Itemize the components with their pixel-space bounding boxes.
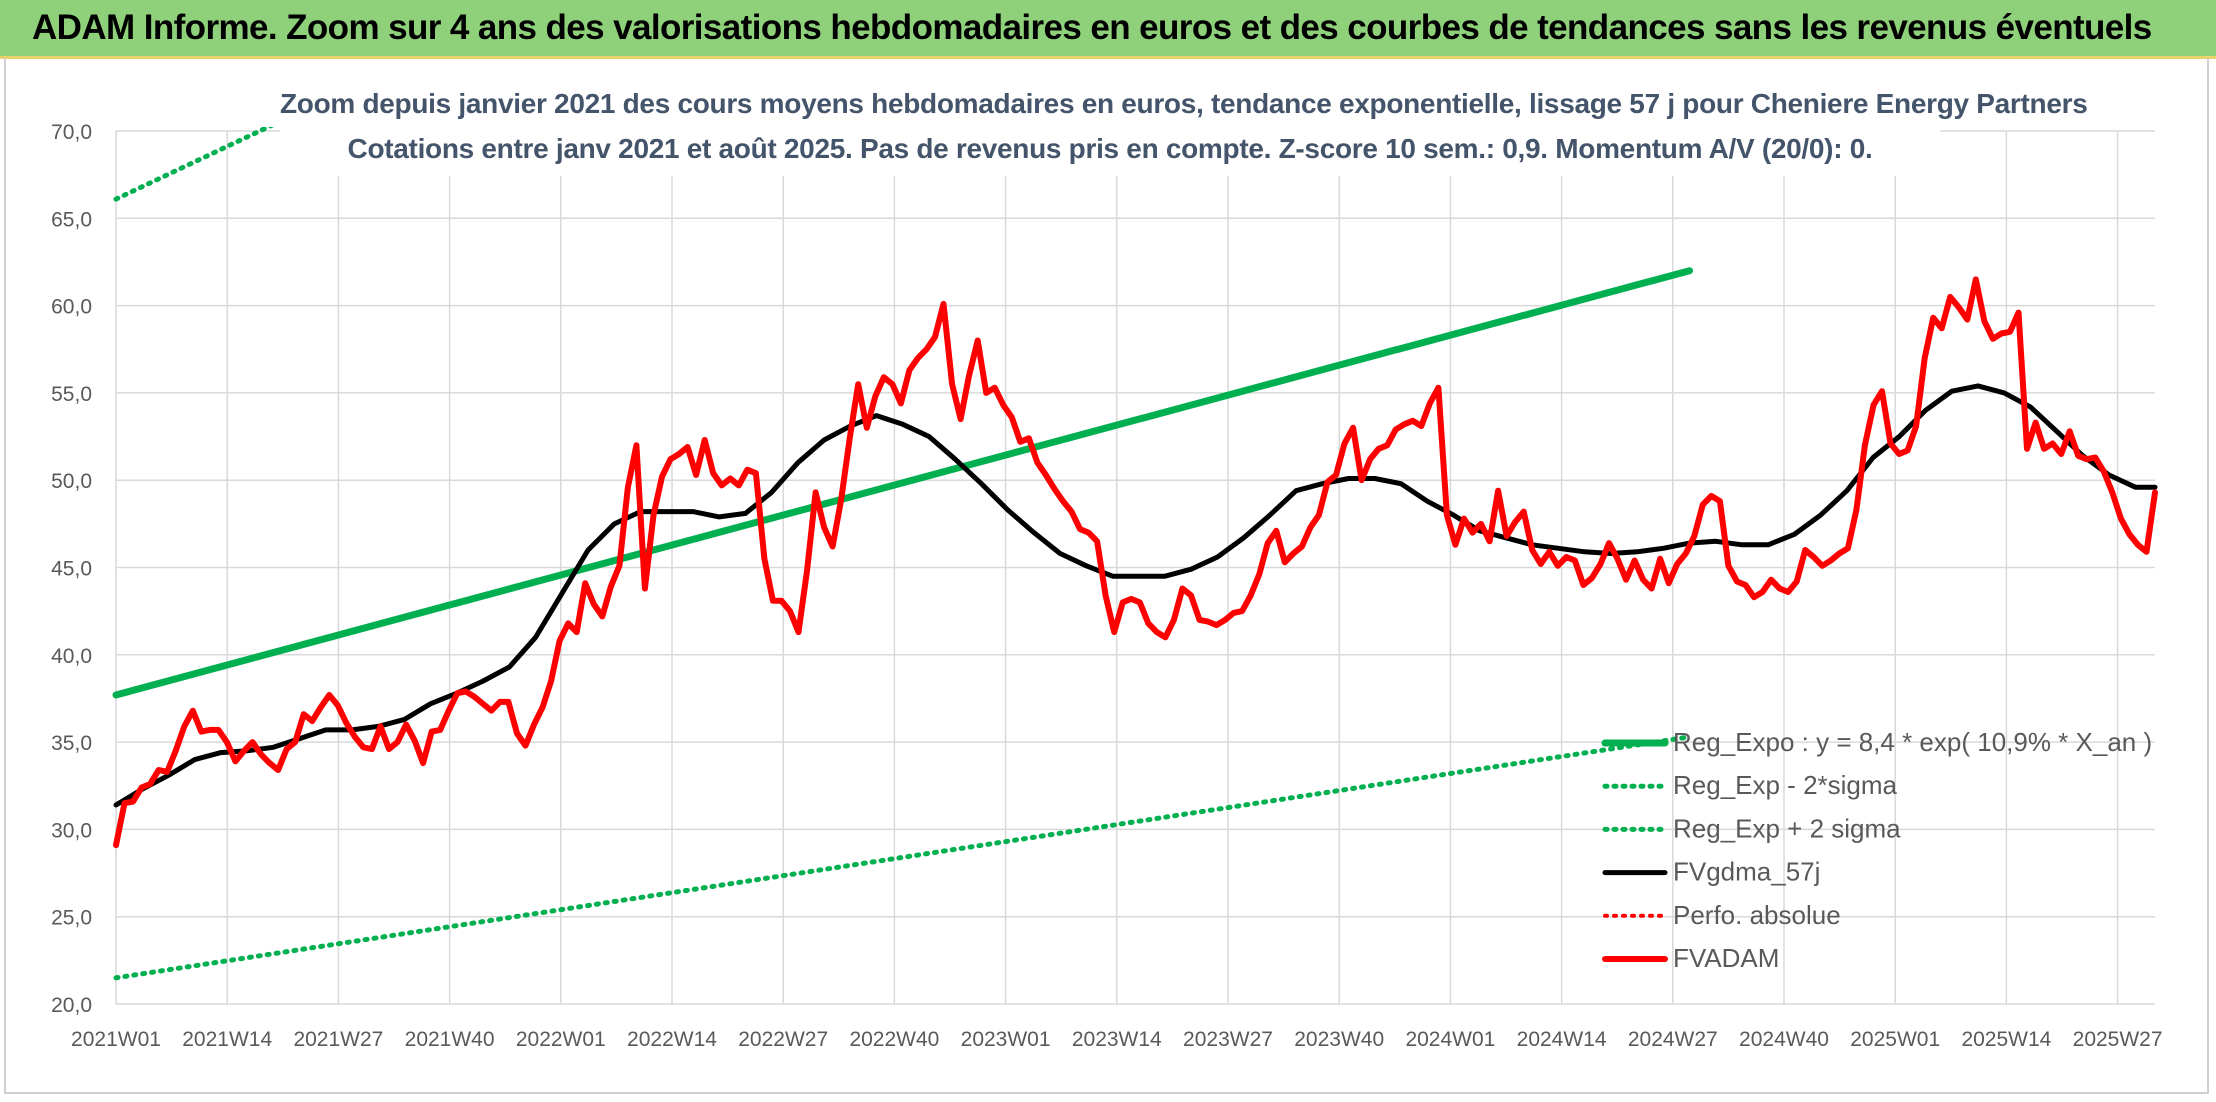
legend-label: Perfo. absolue — [1673, 900, 1841, 930]
x-tick-label: 2021W14 — [182, 1028, 272, 1051]
title-mask — [280, 84, 1940, 176]
x-tick-label: 2022W27 — [738, 1028, 828, 1051]
report-banner: ADAM Informe. Zoom sur 4 ans des valoris… — [0, 0, 2216, 59]
x-tick-label: 2023W14 — [1072, 1028, 1162, 1051]
y-tick-label: 50,0 — [51, 470, 92, 493]
chart-legend: Reg_Expo : y = 8,4 * exp( 10,9% * X_an )… — [1601, 727, 2152, 973]
x-tick-label: 2023W01 — [961, 1028, 1051, 1051]
y-tick-label: 35,0 — [51, 732, 92, 755]
x-tick-label: 2023W27 — [1183, 1028, 1273, 1051]
legend-label: FVADAM — [1673, 943, 1779, 973]
chart-title: Zoom depuis janvier 2021 des cours moyen… — [280, 88, 2088, 119]
x-axis-ticks: 2021W01 2021W14 2021W27 2021W40 2022W01 2022W… — [71, 1028, 2163, 1051]
x-tick-label: 2025W14 — [1961, 1028, 2051, 1051]
y-tick-label: 20,0 — [51, 994, 92, 1017]
y-tick-label: 60,0 — [51, 296, 92, 319]
lower-band-line — [113, 734, 1692, 981]
y-tick-label: 70,0 — [51, 121, 92, 144]
x-tick-label: 2021W27 — [293, 1028, 383, 1051]
y-tick-label: 65,0 — [51, 208, 92, 231]
grid-lines — [115, 130, 2155, 1005]
x-tick-label: 2022W01 — [516, 1028, 606, 1051]
legend-label: Reg_Exp + 2 sigma — [1673, 813, 1901, 843]
chart-subtitle: Cotations entre janv 2021 et août 2025. … — [347, 133, 1873, 164]
x-tick-label: 2025W27 — [2073, 1028, 2163, 1051]
x-tick-label: 2024W27 — [1628, 1028, 1718, 1051]
price-line — [113, 276, 2158, 849]
legend-label: Reg_Exp - 2*sigma — [1673, 770, 1898, 800]
y-tick-label: 25,0 — [51, 907, 92, 930]
series-layer — [112, 84, 2158, 981]
x-tick-label: 2025W01 — [1850, 1028, 1940, 1051]
legend-label: Reg_Expo : y = 8,4 * exp( 10,9% * X_an ) — [1673, 727, 2152, 757]
y-tick-label: 45,0 — [51, 558, 92, 581]
x-tick-label: 2021W01 — [71, 1028, 161, 1051]
x-tick-label: 2022W14 — [627, 1028, 717, 1051]
y-tick-label: 55,0 — [51, 383, 92, 406]
y-tick-label: 40,0 — [51, 645, 92, 668]
chart-frame — [4, 58, 2209, 1094]
y-tick-label: 30,0 — [51, 819, 92, 842]
x-tick-label: 2022W40 — [849, 1028, 939, 1051]
report-title: ADAM Informe. Zoom sur 4 ans des valoris… — [32, 8, 2152, 47]
x-tick-label: 2024W40 — [1739, 1028, 1829, 1051]
legend-label: FVgdma_57j — [1673, 857, 1820, 887]
y-axis-ticks: 20,0 25,0 30,0 35,0 40,0 45,0 50,0 55,0 60,0 65,0… — [51, 121, 92, 1017]
x-tick-label: 2024W01 — [1405, 1028, 1495, 1051]
x-tick-label: 2021W40 — [405, 1028, 495, 1051]
x-tick-label: 2023W40 — [1294, 1028, 1384, 1051]
x-tick-label: 2024W14 — [1517, 1028, 1607, 1051]
trend-line — [112, 267, 1693, 699]
